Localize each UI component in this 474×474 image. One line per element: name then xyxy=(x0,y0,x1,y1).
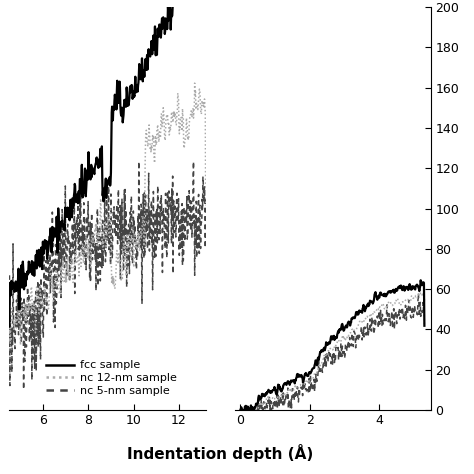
nc 12-nm sample xyxy=(7,337,12,343)
fcc sample xyxy=(100,193,106,199)
nc 5-nm sample xyxy=(168,203,174,209)
fcc sample xyxy=(170,0,176,1)
fcc sample xyxy=(113,105,118,110)
nc 12-nm sample xyxy=(100,238,106,244)
nc 5-nm sample xyxy=(199,220,205,226)
nc 12-nm sample xyxy=(199,100,205,106)
fcc sample xyxy=(167,7,173,12)
fcc sample xyxy=(7,324,12,329)
nc 12-nm sample xyxy=(101,231,107,237)
nc 12-nm sample xyxy=(192,80,198,86)
Line: nc 12-nm sample: nc 12-nm sample xyxy=(9,83,206,345)
Line: fcc sample: fcc sample xyxy=(9,0,206,327)
nc 12-nm sample xyxy=(113,267,119,273)
fcc sample xyxy=(101,193,107,199)
fcc sample xyxy=(203,0,209,1)
nc 12-nm sample xyxy=(168,124,173,130)
nc 12-nm sample xyxy=(124,260,129,265)
nc 12-nm sample xyxy=(18,342,23,348)
nc 5-nm sample xyxy=(101,248,107,254)
Legend: fcc sample, nc 12-nm sample, nc 5-nm sample: fcc sample, nc 12-nm sample, nc 5-nm sam… xyxy=(41,356,182,401)
nc 5-nm sample xyxy=(7,273,12,278)
fcc sample xyxy=(123,101,129,107)
nc 5-nm sample xyxy=(124,284,129,290)
fcc sample xyxy=(199,0,204,1)
nc 12-nm sample xyxy=(203,203,209,209)
nc 5-nm sample xyxy=(113,235,119,241)
nc 5-nm sample xyxy=(203,195,209,201)
nc 5-nm sample xyxy=(100,263,106,268)
Line: nc 5-nm sample: nc 5-nm sample xyxy=(9,162,206,390)
Text: Indentation depth (Å): Indentation depth (Å) xyxy=(128,444,313,462)
nc 5-nm sample xyxy=(136,159,142,164)
nc 5-nm sample xyxy=(21,387,27,392)
